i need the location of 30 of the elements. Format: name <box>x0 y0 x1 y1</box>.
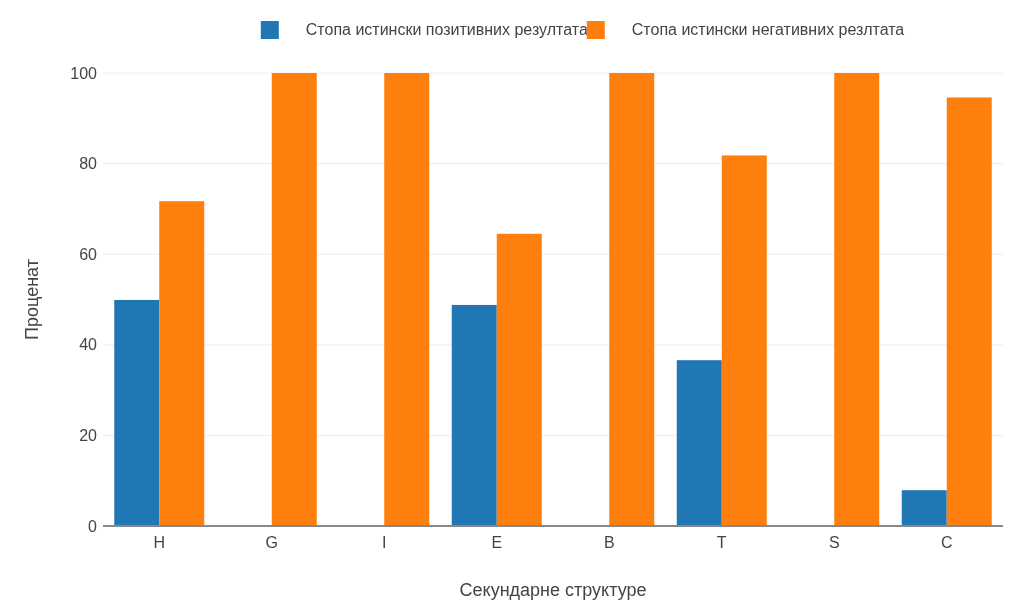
y-tick-label: 80 <box>79 155 98 173</box>
bar <box>159 201 205 526</box>
x-tick-label: H <box>153 534 166 551</box>
y-axis-title: Проценат <box>22 259 42 340</box>
bar <box>384 73 430 526</box>
bar <box>834 73 880 526</box>
bar <box>271 73 317 526</box>
bar <box>114 299 160 526</box>
bar <box>901 490 947 526</box>
x-tick-label: E <box>491 534 503 551</box>
bar <box>946 97 992 526</box>
x-tick-label: I <box>382 534 387 551</box>
y-tick-label: 40 <box>79 336 98 354</box>
bar <box>721 155 767 526</box>
y-tick-label: 20 <box>79 427 98 444</box>
bar <box>496 233 542 526</box>
bar <box>609 73 655 526</box>
legend-label: Стопа истински позитивних резултата <box>305 21 588 38</box>
x-tick-label: G <box>265 534 278 551</box>
x-tick-label: C <box>940 534 953 551</box>
legend-label: Стопа истински негативних резлтата <box>631 21 905 38</box>
y-tick-label: 60 <box>79 245 98 263</box>
bar <box>451 304 497 526</box>
x-tick-label: B <box>603 534 615 551</box>
x-tick-label: T <box>716 534 727 551</box>
y-tick-label: 100 <box>70 64 98 82</box>
x-tick-label: S <box>828 534 840 551</box>
x-axis-title: Секундарне структуре <box>459 580 647 600</box>
y-tick-label: 0 <box>88 517 98 535</box>
bar <box>676 360 722 526</box>
